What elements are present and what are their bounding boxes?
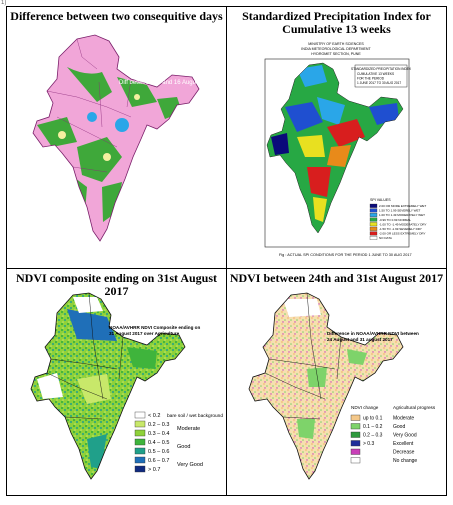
spi-legend-label: 2.00 OR MORE EXTREMELY WET — [379, 204, 426, 208]
change-legend-swatch — [350, 448, 361, 455]
change-legend-group: No change — [393, 458, 417, 464]
ndvi-legend-label: 0.6 – 0.7 — [148, 458, 169, 464]
ndvi-legend-group: bare soil / wet background — [167, 413, 223, 419]
change-legend-label: 0.2 – 0.3 — [363, 433, 383, 439]
map-label: 31 August 2017 over Agriculture — [109, 331, 180, 336]
panel-spi: Standardized Precipitation Index for Cum… — [227, 7, 446, 269]
spi-legend-label: -1.00 TO -1.49 MODERATELY DRY — [379, 222, 427, 226]
panel-title: NDVI composite ending on 31st August 201… — [15, 271, 218, 298]
change-legend-label: up to 0.1 — [363, 416, 383, 422]
spi-box-line: CUMULATIVE 13 WEEKS — [357, 72, 394, 76]
change-legend-swatch — [350, 414, 361, 421]
spi-legend-swatch — [369, 208, 378, 213]
spi-legend-label: 1.50 TO 1.99 SEVERELY WET — [379, 209, 420, 213]
spi-legend-label: NO DATA — [379, 236, 392, 240]
map-label: 24 August and 31 august 2017 — [327, 337, 393, 342]
spi-header-line: HYDROMET SECTION, PUNE — [311, 52, 361, 56]
change-legend-swatch — [350, 431, 361, 438]
spi-legend-swatch — [369, 213, 378, 217]
map-label: NOAA/AVHRR NDVI Composite ending on — [109, 325, 200, 330]
panel-title: Standardized Precipitation Index for Cum… — [227, 10, 446, 36]
spi-box-line: 1 JUNE 2017 TO 30 AUG 2017 — [357, 81, 401, 85]
change-legend-swatch — [350, 440, 361, 447]
ndvi-legend-swatch — [134, 438, 146, 446]
spi-legend-swatch — [369, 217, 378, 222]
legend-head-left: NDVI change — [351, 405, 379, 410]
ndvi-legend-swatch — [134, 429, 146, 437]
ndvi-legend-label: 0.2 – 0.3 — [148, 422, 169, 428]
panel-ndvi-composite: NDVI composite ending on 31st August 201… — [7, 269, 227, 495]
change-legend-swatch — [350, 457, 361, 464]
ndvi-legend-group: Good — [177, 444, 190, 450]
change-legend-group: Moderate — [393, 416, 414, 422]
change-legend-swatch — [350, 423, 361, 430]
map-panel-grid: Difference between two consequitive days — [6, 6, 447, 496]
panel-ndvi-change: NDVI between 24th and 31st August 2017 — [227, 269, 446, 495]
spi-caption: Fig : ACTUAL SPI CONDITIONS FOR THE PERI… — [279, 253, 412, 257]
spi-box-line: STANDARDIZED PRECIPITATION INDEX — [351, 67, 412, 71]
spi-figure: MINISTRY OF EARTH SCIENCES INDIA METEORO… — [264, 39, 427, 257]
india-map-ndvi-change: Difference in NOAA/AVHRR NDVI between 24… — [248, 292, 436, 480]
spi-header-line: MINISTRY OF EARTH SCIENCES — [308, 42, 364, 46]
map-label: Diff between 17 and 16 August — [119, 80, 201, 86]
panel-difference-days: Difference between two consequitive days — [7, 7, 227, 269]
spi-legend-swatch — [369, 226, 378, 231]
spi-legend-label: -2.00 OR LESS EXTREMELY DRY — [379, 232, 426, 236]
spi-box-line: FOR THE PERIOD — [357, 77, 385, 81]
ndvi-legend-label: < 0.2 — [148, 413, 160, 419]
spi-legend-title: SPI VALUES — [370, 198, 391, 202]
ndvi-legend-label: 0.4 – 0.5 — [148, 440, 169, 446]
spi-legend-swatch — [369, 222, 378, 227]
spi-legend-label: -1.50 TO -1.99 SEVERELY DRY — [379, 227, 422, 231]
india-map-difference: Diff between 17 and 16 August — [32, 34, 201, 242]
ndvi-legend-group: Moderate — [177, 426, 200, 432]
spi-legend-label: 1.00 TO 1.49 MODERATELY WET — [379, 213, 425, 217]
change-legend-group: Very Good — [393, 433, 417, 439]
ndvi-legend-label: 0.5 – 0.6 — [148, 449, 169, 455]
spi-legend-swatch — [369, 236, 378, 240]
ndvi-legend-swatch — [134, 456, 146, 464]
change-legend-label: 0.1 – 0.2 — [363, 424, 383, 430]
ndvi-legend-swatch — [134, 411, 146, 419]
map-label: Difference in NOAA/AVHRR NDVI between — [327, 331, 419, 336]
ndvi-legend-swatch — [134, 465, 146, 473]
ndvi-legend-group: Very Good — [177, 462, 203, 468]
panel-title: NDVI between 24th and 31st August 2017 — [229, 271, 444, 285]
ndvi-change-legend: up to 0.1 Moderate 0.1 – 0.2 Good 0.2 – 0.3 V… — [350, 414, 417, 464]
change-legend-group: Excellent — [393, 441, 414, 447]
spi-legend-swatch — [369, 231, 378, 236]
ndvi-legend: < 0.2 bare soil / wet background 0.2 – 0.3… — [134, 411, 223, 473]
panel-title-text: Standardized Precipitation Index for Cum… — [242, 9, 431, 36]
legend-head-right: Agricultural progress — [393, 405, 436, 410]
change-legend-group: Good — [393, 424, 405, 430]
spi-header-line: INDIA METEOROLOGICAL DEPARTMENT — [301, 47, 371, 51]
corner-mark: 1) — [1, 0, 7, 6]
spi-legend-swatch — [369, 203, 378, 208]
change-legend-label: > 0.3 — [363, 441, 374, 447]
ndvi-legend-label: 0.3 – 0.4 — [148, 431, 169, 437]
ndvi-legend-swatch — [134, 420, 146, 428]
ndvi-legend-swatch — [134, 447, 146, 455]
change-legend-group: Decrease — [393, 450, 415, 456]
spi-legend-label: -0.99 TO 0.99 NORMAL — [379, 218, 411, 222]
india-map-ndvi: NOAA/AVHRR NDVI Composite ending on 31 A… — [30, 292, 223, 480]
panel-title: Difference between two consequitive days — [10, 9, 223, 23]
ndvi-legend-label: > 0.7 — [148, 467, 160, 473]
